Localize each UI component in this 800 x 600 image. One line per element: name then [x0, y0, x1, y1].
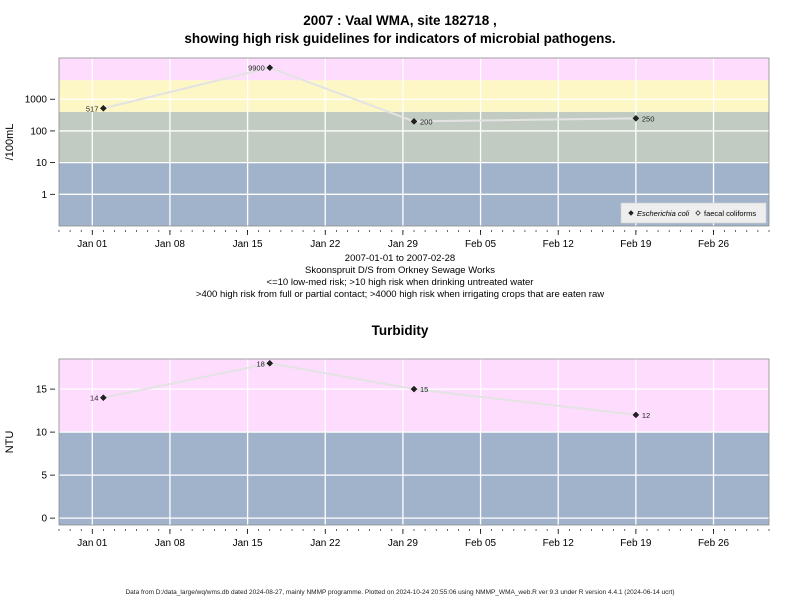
x-tick-label: Jan 22	[310, 239, 340, 250]
data-point	[410, 118, 418, 125]
x-tick-label: Feb 19	[620, 239, 652, 250]
data-label: 517	[86, 104, 99, 113]
legend-label: Escherichia coli	[637, 209, 689, 218]
y-tick-label: 100	[30, 126, 47, 137]
x-tick-label: Feb 12	[543, 239, 575, 250]
contact-risk-note: >400 high risk from full or partial cont…	[195, 289, 605, 300]
turbidity-title: Turbidity	[371, 323, 429, 338]
drinking-risk-note: <=10 low-med risk; >10 high risk when dr…	[266, 277, 534, 288]
x-tick-label: Jan 15	[233, 239, 263, 250]
y-axis-label: /100mL	[4, 124, 16, 161]
y-tick-label: 10	[36, 158, 48, 169]
legend-label: faecal coliforms	[704, 209, 756, 218]
legend-marker	[628, 210, 634, 216]
y-tick-label: 1	[41, 190, 47, 201]
data-label: 200	[420, 117, 433, 126]
plot-frame	[58, 57, 770, 227]
legend-marker	[695, 210, 701, 216]
x-tick-label: Jan 01	[77, 239, 107, 250]
series-line	[103, 66, 636, 123]
risk-band-3	[59, 80, 769, 112]
data-point	[266, 64, 274, 72]
y-tick-label: 1000	[25, 95, 48, 106]
site-name-text: Skoonspruit D/S from Orkney Sewage Works	[305, 265, 495, 276]
x-tick-label: Feb 26	[698, 239, 730, 250]
footer-note: Data from D:/data_large/wq/wms.db dated …	[125, 589, 675, 596]
chart-title-line-1: 2007 : Vaal WMA, site 182718 ,	[303, 13, 497, 28]
x-tick-label: Feb 05	[465, 239, 497, 250]
x-tick-label: Jan 29	[388, 239, 418, 250]
chart-title-line-2: showing high risk guidelines for indicat…	[184, 31, 616, 46]
data-point	[632, 114, 640, 122]
x-tick-label: Jan 08	[155, 239, 185, 250]
date-range-text: 2007-01-01 to 2007-02-28	[344, 253, 456, 264]
data-point	[100, 104, 107, 112]
chart-caption: 2007-01-01 to 2007-02-28 Skoonspruit D/S…	[0, 253, 800, 301]
data-label: 9900	[248, 64, 265, 73]
data-label: 250	[642, 114, 655, 123]
legend-box	[620, 202, 767, 224]
risk-band-4	[59, 58, 769, 81]
